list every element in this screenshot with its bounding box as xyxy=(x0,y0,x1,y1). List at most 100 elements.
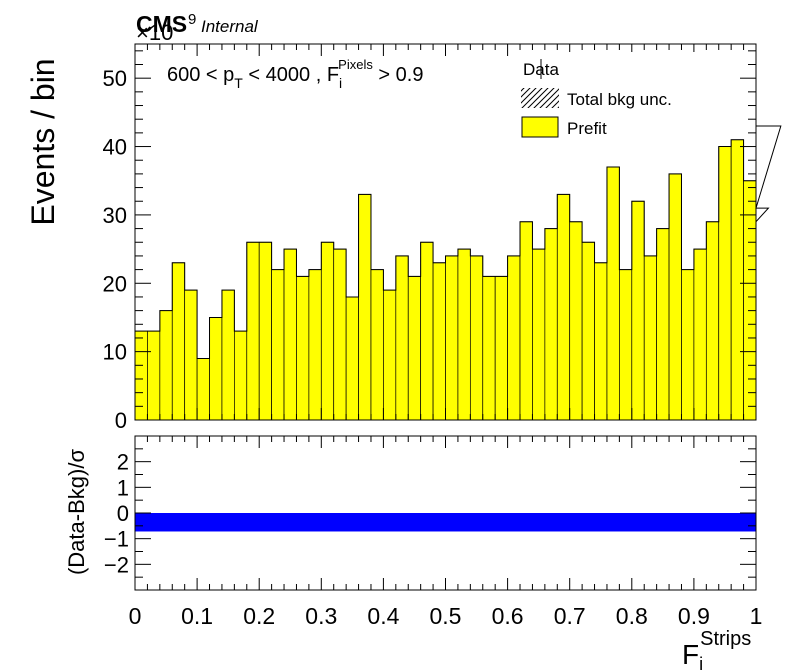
histogram-bar xyxy=(159,310,173,421)
histogram-bar xyxy=(320,241,335,421)
histogram-bar xyxy=(171,262,186,421)
histogram-bar xyxy=(656,228,670,421)
legend: Data Total bkg unc. Prefit xyxy=(516,52,716,142)
exponent-label: ×10 xyxy=(136,20,173,45)
selection-middle: < 4000 , F xyxy=(243,64,339,86)
histogram-bar xyxy=(482,276,496,421)
histogram-bar xyxy=(581,241,595,421)
pull-y-tick-label: 2 xyxy=(117,450,129,475)
histogram-bar xyxy=(507,255,521,421)
pull-y-axis-label: (Data-Bkg)/σ xyxy=(64,449,89,575)
internal-label: Internal xyxy=(201,17,259,36)
x-tick-label: 0.2 xyxy=(243,603,275,629)
pull-x-ticks: 0 0.1 0.2 0.3 0.4 0.5 0.6 0.7 0.8 0.9 1 xyxy=(129,436,763,629)
histogram-bar xyxy=(494,276,508,421)
histogram-bar xyxy=(718,146,732,421)
histogram-bar xyxy=(693,248,707,421)
exponent-power: 9 xyxy=(188,11,196,28)
x-axis-label-sub: i xyxy=(699,654,703,672)
x-tick-label: 0.7 xyxy=(554,603,586,629)
histogram-bar xyxy=(308,269,322,421)
histogram-bar xyxy=(196,358,210,421)
histogram-bar xyxy=(395,255,409,421)
legend-unc-label: Total bkg unc. xyxy=(567,90,672,109)
histogram-bar xyxy=(606,166,620,421)
pull-y-tick-label: 0 xyxy=(117,501,129,526)
x-axis-label-sup: Strips xyxy=(700,628,751,650)
histogram-bar xyxy=(556,194,571,421)
histogram-bar xyxy=(184,289,198,421)
y-tick-label: 40 xyxy=(103,135,127,160)
histogram-bars xyxy=(134,139,757,421)
histogram-bar xyxy=(519,221,533,421)
selection-suffix: > 0.9 xyxy=(373,64,424,86)
histogram-bar xyxy=(283,248,297,421)
histogram-bar xyxy=(569,221,583,421)
histogram-bar xyxy=(420,241,434,421)
x-tick-label: 0.4 xyxy=(367,603,399,629)
main-plot: 0 10 20 30 40 50 Events / bin xyxy=(25,43,782,433)
histogram-bar xyxy=(681,269,695,421)
histogram-bar xyxy=(457,248,471,421)
x-tick-label: 0.3 xyxy=(305,603,337,629)
selection-label: 600 < pT < 4000 , Fi Pixels > 0.9 xyxy=(167,57,423,91)
histogram-bar xyxy=(668,173,682,421)
prefit-swatch-icon xyxy=(521,116,559,138)
y-tick-label: 0 xyxy=(115,408,127,433)
pull-y-tick-label: −1 xyxy=(104,527,129,552)
x-tick-label: 0.1 xyxy=(181,603,213,629)
histogram-bar xyxy=(594,262,608,421)
histogram-bar xyxy=(246,241,260,421)
cms-label: CMS xyxy=(136,11,187,37)
y-axis-label: Events / bin xyxy=(25,58,61,225)
pull-y-tick-label: −2 xyxy=(104,552,129,577)
y-tick-label: 50 xyxy=(103,66,127,91)
histogram-bar xyxy=(370,269,384,421)
histogram-bar xyxy=(432,262,446,421)
legend-prefit-label: Prefit xyxy=(567,119,607,138)
histogram-bar xyxy=(258,241,272,421)
x-axis-label: Fi Strips xyxy=(682,628,751,672)
histogram-bar xyxy=(271,269,285,421)
histogram-bar xyxy=(544,228,558,421)
y-tick-label: 30 xyxy=(103,203,127,228)
histogram-bar xyxy=(333,248,347,421)
x-tick-label: 0.8 xyxy=(616,603,648,629)
x-tick-label: 1 xyxy=(750,603,763,629)
histogram-outline xyxy=(135,125,782,359)
x-tick-label: 0.6 xyxy=(492,603,524,629)
main-x-ticks xyxy=(134,44,757,420)
x-axis-label-main: F xyxy=(682,639,699,670)
selection-f-sup: Pixels xyxy=(338,57,373,72)
histogram-bar xyxy=(407,276,422,421)
histogram-bar xyxy=(234,330,248,421)
selection-prefix: 600 < p xyxy=(167,64,234,86)
histogram-bar xyxy=(469,255,484,421)
histogram-bar xyxy=(445,255,459,421)
x-tick-label: 0 xyxy=(129,603,142,629)
histogram-bar xyxy=(221,289,235,421)
histogram-bar xyxy=(209,317,223,421)
hatch-swatch-icon xyxy=(521,88,559,108)
histogram-bar xyxy=(730,139,744,421)
histogram-bar xyxy=(643,255,657,421)
histogram-bar xyxy=(619,269,633,421)
histogram-bar xyxy=(147,330,161,421)
selection-f-sub: i xyxy=(339,75,342,91)
histogram-bar xyxy=(358,194,372,421)
x-tick-label: 0.9 xyxy=(678,603,710,629)
histogram-bar xyxy=(296,276,310,421)
main-y-ticks: 0 10 20 30 40 50 xyxy=(103,50,756,433)
x-tick-label: 0.5 xyxy=(430,603,462,629)
selection-pt-sub: T xyxy=(234,75,243,91)
y-tick-label: 20 xyxy=(103,271,127,296)
histogram-bar xyxy=(705,221,720,421)
histogram-bar xyxy=(383,289,397,421)
pull-band xyxy=(135,513,756,532)
pull-y-tick-label: 1 xyxy=(117,475,129,500)
histogram-bar xyxy=(345,296,359,421)
legend-data-label: Data xyxy=(523,60,559,79)
